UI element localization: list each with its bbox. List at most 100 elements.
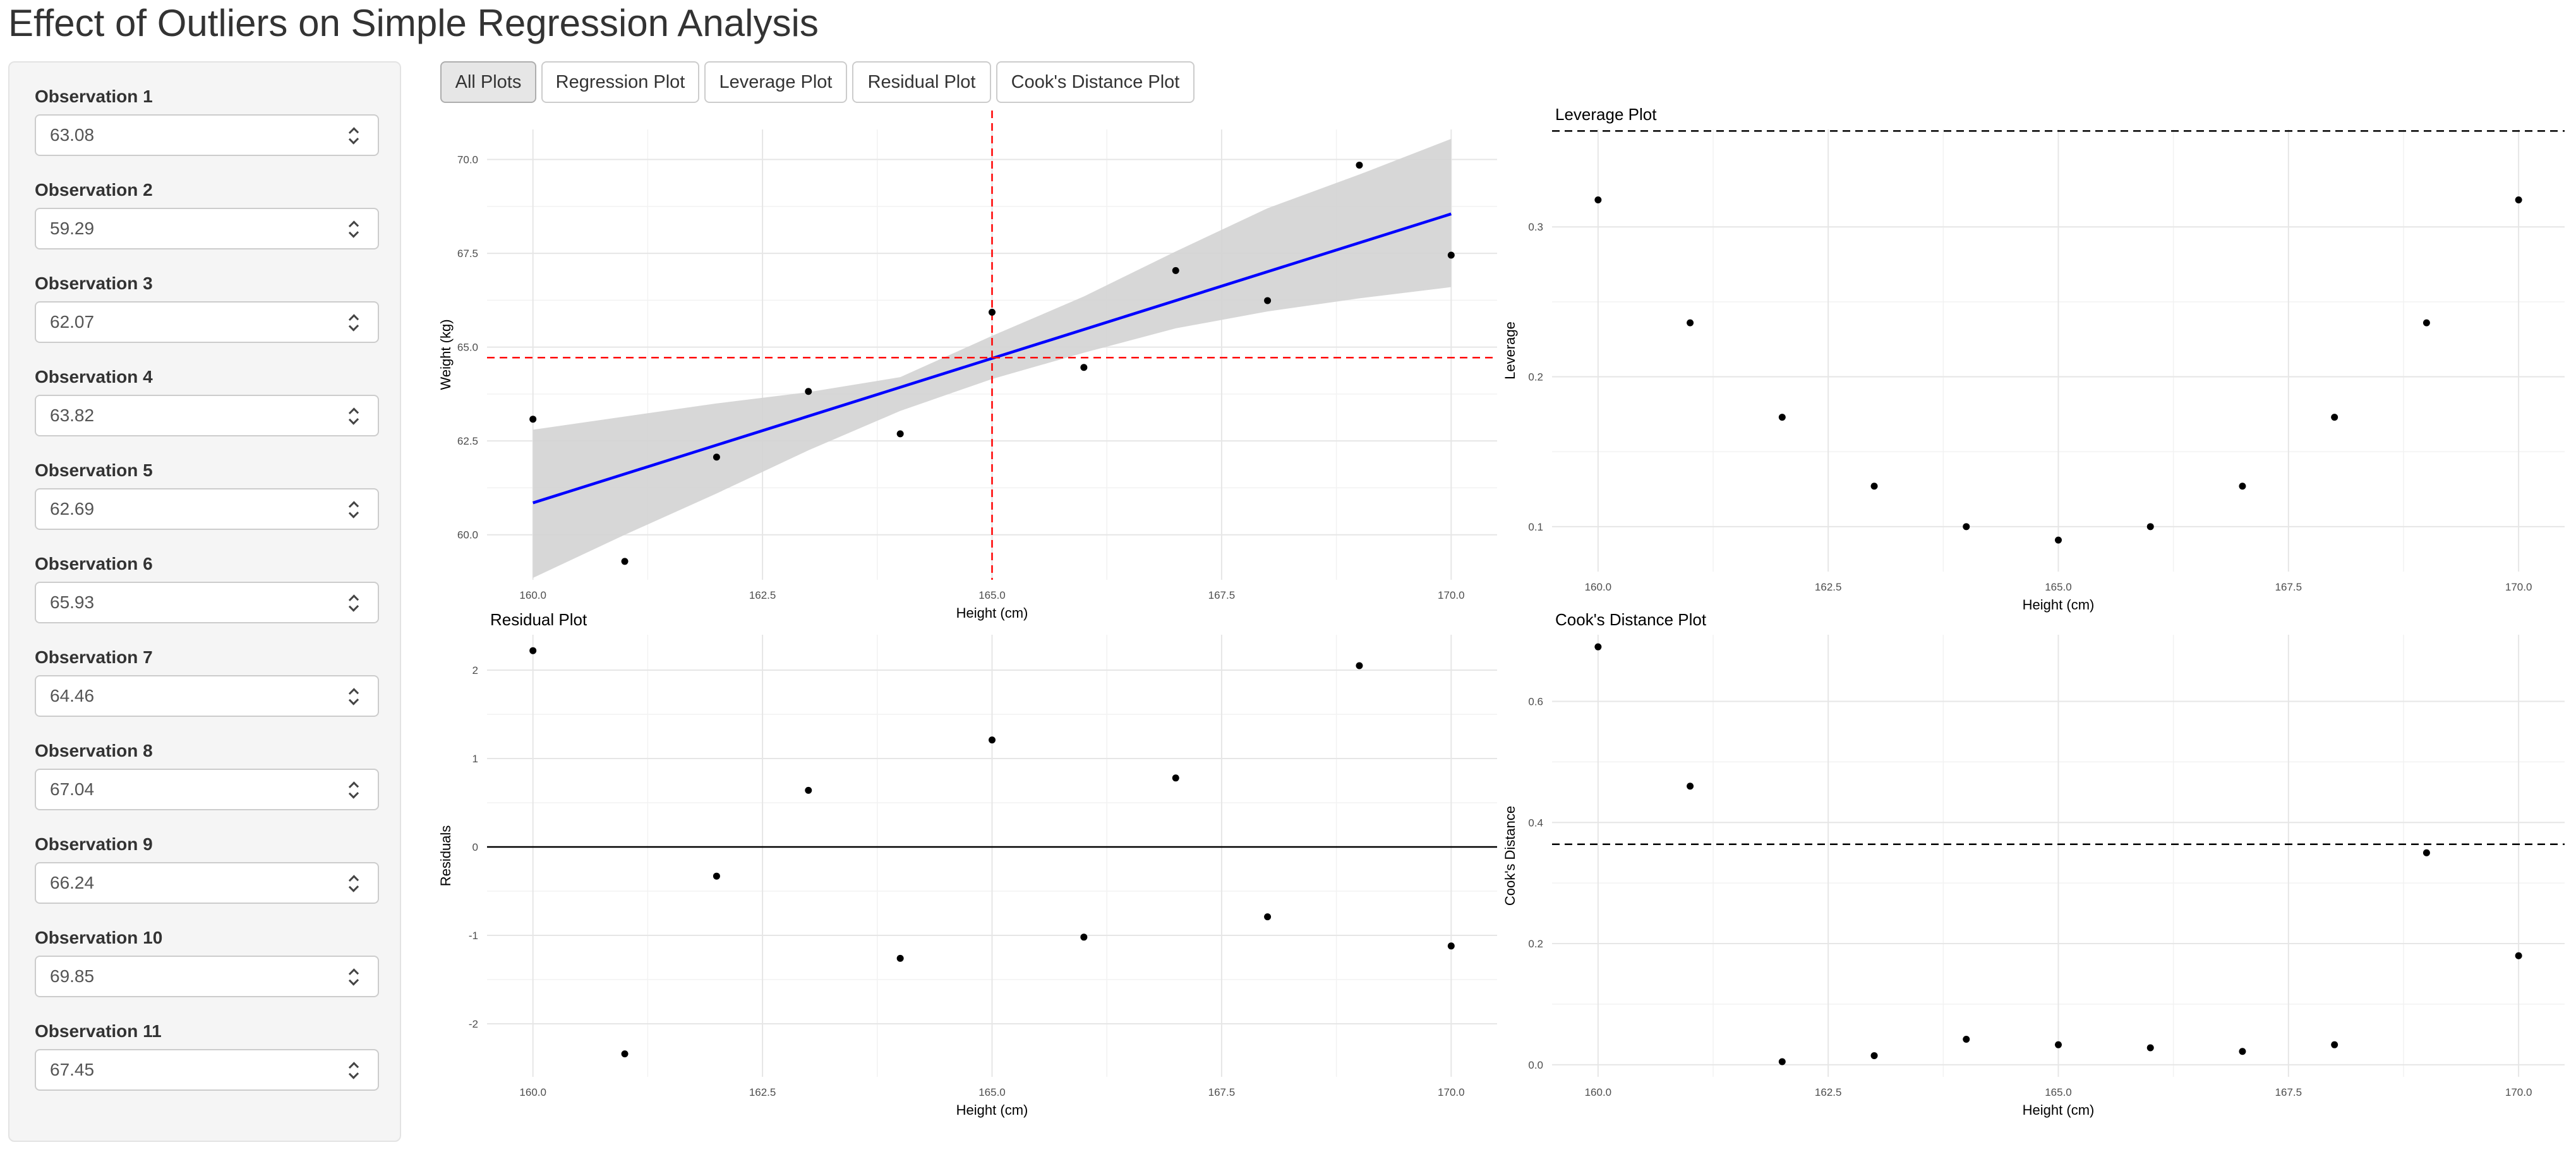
observation-9-input[interactable] — [36, 863, 378, 903]
observation-6-group: Observation 6 — [35, 553, 379, 623]
observation-11-group: Observation 11 — [35, 1020, 379, 1091]
page-title: Effect of Outliers on Simple Regression … — [8, 2, 819, 44]
number-stepper-icon[interactable] — [347, 314, 360, 332]
number-stepper-icon[interactable] — [347, 1062, 360, 1079]
number-stepper-icon[interactable] — [347, 875, 360, 892]
observation-2-group: Observation 2 — [35, 179, 379, 249]
x-tick-label: 170.0 — [1438, 589, 1465, 601]
y-tick-label: 67.5 — [457, 248, 478, 260]
regression-plot: 160.0 162.5 165.0 167.5 170.0 60.0 62.5 65.0 67.… — [438, 111, 1497, 621]
x-tick-label: 170.0 — [2505, 581, 2532, 593]
x-tick-label: 160.0 — [1585, 581, 1612, 593]
data-point — [2239, 1048, 2246, 1055]
observation-8-field — [35, 769, 379, 810]
number-stepper-icon[interactable] — [347, 127, 360, 145]
tab-cooks-distance-plot[interactable]: Cook's Distance Plot — [996, 61, 1195, 103]
data-point — [2331, 1041, 2338, 1048]
observation-11-label: Observation 11 — [35, 1021, 162, 1041]
observation-6-input[interactable] — [36, 583, 378, 622]
observation-8-group: Observation 8 — [35, 740, 379, 810]
x-tick-label: 170.0 — [2505, 1086, 2532, 1098]
number-stepper-icon[interactable] — [347, 220, 360, 238]
observation-5-label: Observation 5 — [35, 460, 153, 480]
data-point — [1356, 161, 1363, 169]
y-tick-label: 0.2 — [1528, 938, 1543, 950]
data-point — [2239, 483, 2246, 490]
x-tick-label: 170.0 — [1438, 1086, 1465, 1098]
y-axis-title: Cook's Distance — [1502, 806, 1518, 906]
observation-11-input[interactable] — [36, 1050, 378, 1089]
observation-8-label: Observation 8 — [35, 741, 153, 760]
data-point — [805, 388, 812, 395]
data-point — [896, 430, 904, 438]
x-tick-label: 165.0 — [978, 589, 1006, 601]
tab-regression-plot[interactable]: Regression Plot — [541, 61, 699, 103]
x-tick-label: 167.5 — [1208, 1086, 1236, 1098]
observation-8-input[interactable] — [36, 770, 378, 809]
number-stepper-icon[interactable] — [347, 688, 360, 705]
data-point — [989, 308, 996, 316]
data-point — [989, 736, 996, 744]
data-point — [1264, 297, 1272, 304]
data-point — [1356, 662, 1363, 669]
data-point — [1963, 523, 1970, 531]
regression-line — [533, 212, 1452, 505]
chart-title: Cook's Distance Plot — [1555, 610, 1707, 629]
observation-4-label: Observation 4 — [35, 367, 153, 387]
data-point — [1080, 364, 1088, 371]
data-point — [2146, 523, 2154, 531]
observation-9-group: Observation 9 — [35, 833, 379, 904]
observation-9-field — [35, 862, 379, 904]
x-axis-title: Height (cm) — [956, 1102, 1028, 1118]
data-point — [1687, 783, 1694, 790]
observation-3-input[interactable] — [36, 303, 378, 342]
observation-7-field — [35, 675, 379, 717]
observation-2-input[interactable] — [36, 209, 378, 248]
y-axis-title: Leverage — [1502, 321, 1518, 380]
data-point — [2331, 414, 2338, 421]
data-point — [2515, 952, 2522, 959]
data-point — [621, 558, 629, 565]
number-stepper-icon[interactable] — [347, 501, 360, 519]
y-tick-label: 2 — [472, 664, 478, 676]
data-point — [2515, 196, 2522, 204]
y-tick-label: 60.0 — [457, 529, 478, 541]
data-point — [805, 786, 812, 794]
observation-3-field — [35, 301, 379, 343]
number-stepper-icon[interactable] — [347, 407, 360, 425]
observation-10-input[interactable] — [36, 957, 378, 996]
x-axis-title: Height (cm) — [2023, 1102, 2095, 1118]
observation-10-field — [35, 956, 379, 997]
x-tick-label: 167.5 — [2275, 581, 2302, 593]
observation-1-input[interactable] — [36, 116, 378, 155]
data-point — [896, 954, 904, 962]
y-tick-label: 1 — [472, 753, 478, 765]
data-point — [2423, 849, 2430, 856]
observation-1-group: Observation 1 — [35, 85, 379, 156]
data-point — [713, 872, 720, 880]
tab-all-plots[interactable]: All Plots — [440, 61, 536, 103]
data-point — [1778, 1058, 1786, 1065]
y-tick-label: 0.0 — [1528, 1059, 1543, 1071]
chart-title: Leverage Plot — [1555, 105, 1657, 124]
number-stepper-icon[interactable] — [347, 968, 360, 986]
data-point — [1447, 942, 1455, 950]
data-point — [2146, 1044, 2154, 1052]
observation-4-input[interactable] — [36, 396, 378, 435]
observation-1-field — [35, 114, 379, 156]
tab-leverage-plot[interactable]: Leverage Plot — [704, 61, 847, 103]
number-stepper-icon[interactable] — [347, 594, 360, 612]
observation-7-input[interactable] — [36, 676, 378, 716]
observation-3-label: Observation 3 — [35, 273, 153, 293]
x-tick-label: 160.0 — [519, 589, 546, 601]
chart-title: Residual Plot — [490, 610, 587, 629]
observation-7-group: Observation 7 — [35, 646, 379, 717]
observation-5-input[interactable] — [36, 489, 378, 529]
y-axis-title: Residuals — [438, 825, 454, 887]
y-tick-label: -2 — [469, 1018, 478, 1030]
x-tick-label: 165.0 — [2045, 581, 2072, 593]
observation-2-label: Observation 2 — [35, 180, 153, 200]
number-stepper-icon[interactable] — [347, 781, 360, 799]
tab-residual-plot[interactable]: Residual Plot — [852, 61, 991, 103]
data-point — [1870, 1052, 1878, 1059]
